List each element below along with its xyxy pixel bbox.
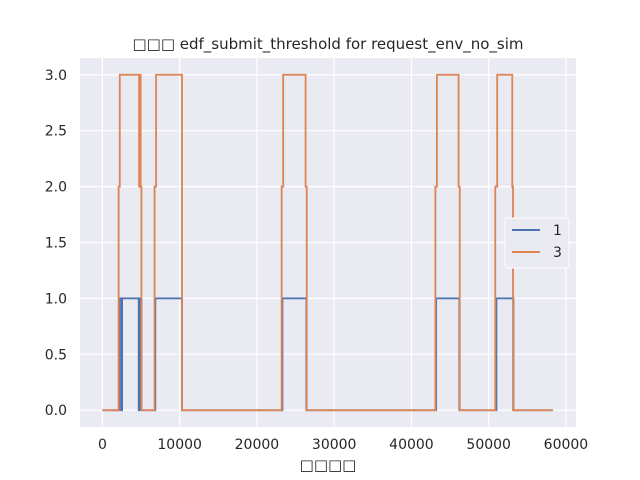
- y-tick-label: 1.5: [45, 236, 67, 252]
- x-tick-label: 20000: [235, 437, 280, 453]
- x-tick-label: 50000: [466, 437, 511, 453]
- series-line-3: [102, 73, 553, 412]
- x-tick-label: 40000: [389, 437, 434, 453]
- y-tick-label: 2.0: [45, 180, 67, 196]
- y-tick-label: 2.5: [45, 124, 67, 140]
- chart-title: □□□ edf_submit_threshold for request_env…: [132, 35, 523, 54]
- series-lines: [102, 73, 553, 412]
- legend-label-1: 1: [553, 223, 562, 239]
- x-tick-label: 10000: [157, 437, 202, 453]
- x-tick-label: 60000: [544, 437, 589, 453]
- y-tick-label: 0.0: [45, 403, 67, 419]
- y-tick-label: 3.0: [45, 68, 67, 84]
- x-axis-label: □□□□: [300, 456, 357, 474]
- legend: 1 3: [504, 217, 570, 269]
- legend-label-3: 3: [553, 245, 562, 261]
- y-tick-label: 1.0: [45, 291, 67, 307]
- grid-lines: [80, 58, 576, 427]
- y-axis-ticks: 0.0 0.5 1.0 1.5 2.0 2.5 3.0: [45, 68, 67, 419]
- y-tick-label: 0.5: [45, 347, 67, 363]
- x-tick-label: 30000: [312, 437, 357, 453]
- x-axis-ticks: 0 10000 20000 30000 40000 50000 60000: [98, 437, 588, 453]
- x-tick-label: 0: [98, 437, 107, 453]
